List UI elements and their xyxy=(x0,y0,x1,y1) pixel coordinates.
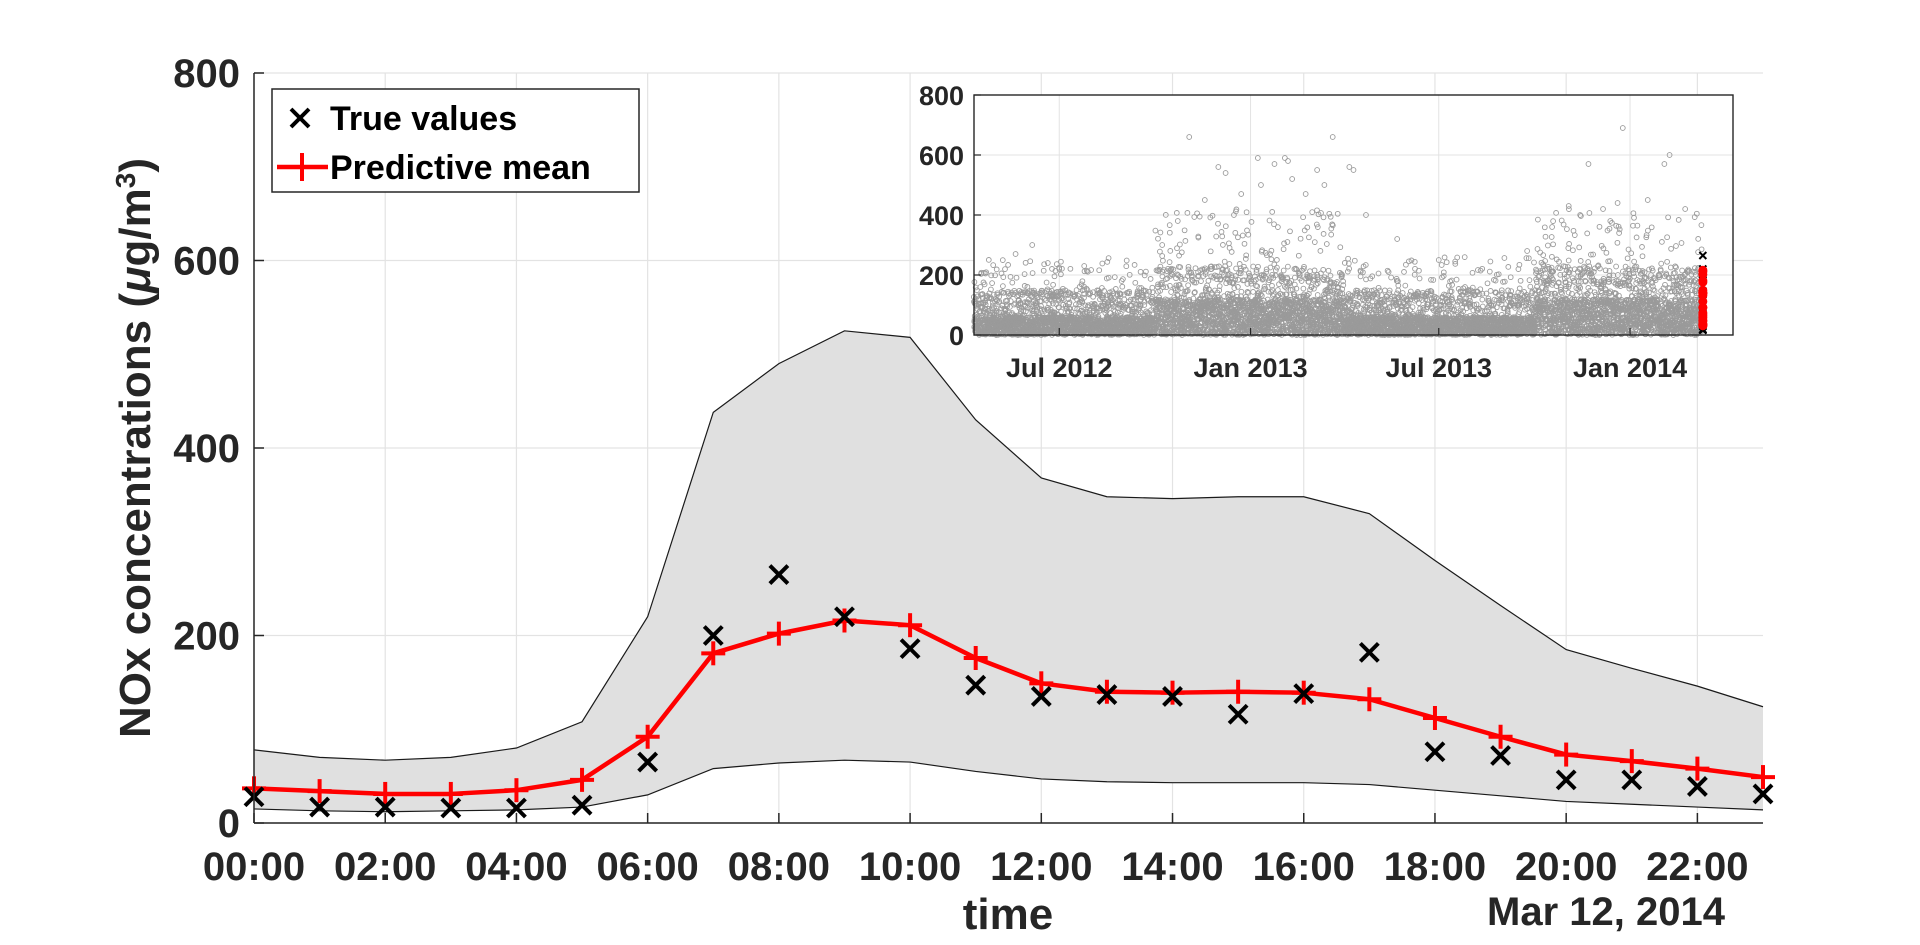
main-x-tick-label: 10:00 xyxy=(859,845,961,889)
main-y-tick-label: 200 xyxy=(173,615,240,659)
ylabel-part-suffix: ) xyxy=(111,158,160,173)
main-x-tick-label: 08:00 xyxy=(728,845,830,889)
main-y-tick-label: 800 xyxy=(173,52,240,96)
x-axis-label: time xyxy=(963,890,1053,939)
main-y-tick-label: 600 xyxy=(173,240,240,284)
main-x-tick-label: 16:00 xyxy=(1253,845,1355,889)
main-x-tick-label: 18:00 xyxy=(1384,845,1486,889)
main-x-tick-label: 04:00 xyxy=(465,845,567,889)
main-x-tick-label: 20:00 xyxy=(1515,845,1617,889)
main-x-tick-label: 00:00 xyxy=(203,845,305,889)
main-y-tick-label: 0 xyxy=(218,802,240,846)
main-x-tick-label: 14:00 xyxy=(1121,845,1223,889)
main-x-tick-label: 12:00 xyxy=(990,845,1092,889)
ylabel-part-prefix: NOx concentrations ( xyxy=(111,293,160,738)
legend-label-true-values: True values xyxy=(330,100,517,138)
main-x-tick-label: 22:00 xyxy=(1646,845,1748,889)
main-x-tick-label: 06:00 xyxy=(596,845,698,889)
ylabel-part-superscript: 3 xyxy=(110,173,141,189)
date-label: Mar 12, 2014 xyxy=(1487,890,1726,934)
ylabel-part-mu: μ xyxy=(111,266,160,295)
legend-label-predictive-mean: Predictive mean xyxy=(330,149,591,187)
legend: True values Predictive mean xyxy=(272,89,639,192)
y-axis-label: NOx concentrations (μg/m3) xyxy=(110,158,161,738)
main-x-tick-label: 02:00 xyxy=(334,845,436,889)
main-y-tick-label: 400 xyxy=(173,427,240,471)
ylabel-part-unit: g/m xyxy=(111,188,160,266)
